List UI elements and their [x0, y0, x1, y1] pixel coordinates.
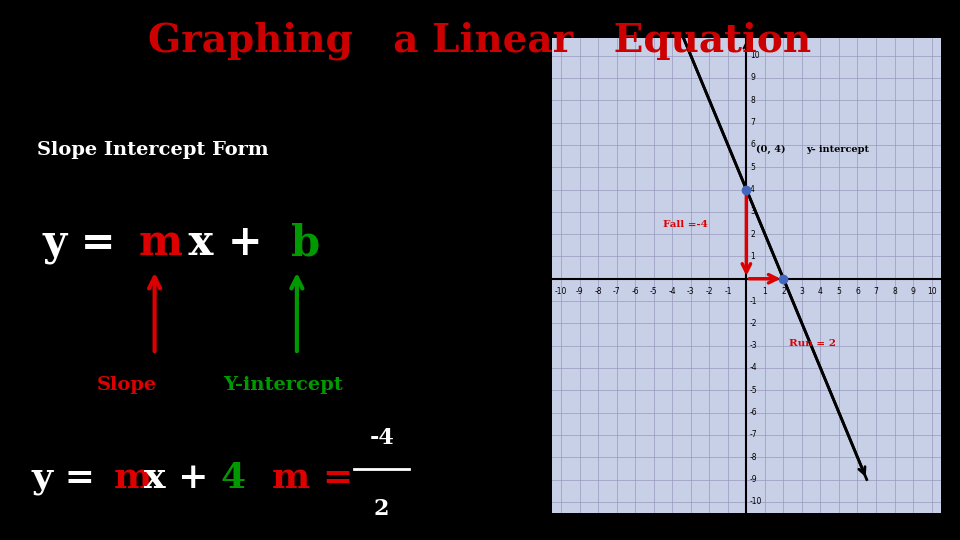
Text: m: m	[138, 222, 182, 264]
Text: 9: 9	[750, 73, 755, 83]
Text: -3: -3	[750, 341, 757, 350]
Text: x +: x +	[144, 461, 221, 495]
Text: -5: -5	[650, 287, 658, 295]
Text: y- intercept: y- intercept	[805, 145, 869, 153]
Text: 8: 8	[892, 287, 897, 295]
Text: -9: -9	[576, 287, 584, 295]
Text: -6: -6	[750, 408, 757, 417]
Text: 5: 5	[836, 287, 841, 295]
Text: Slope Intercept Form: Slope Intercept Form	[36, 141, 269, 159]
Text: -9: -9	[750, 475, 757, 484]
Text: 4: 4	[750, 185, 755, 194]
Text: y: y	[750, 28, 756, 38]
Text: Y-intercept: Y-intercept	[224, 376, 343, 394]
Text: -7: -7	[750, 430, 757, 440]
Text: Slope: Slope	[97, 376, 157, 394]
Text: 5: 5	[750, 163, 755, 172]
Text: 7: 7	[874, 287, 878, 295]
Text: -7: -7	[613, 287, 620, 295]
Text: -6: -6	[632, 287, 639, 295]
Text: Run = 2: Run = 2	[789, 339, 836, 348]
Text: -2: -2	[706, 287, 713, 295]
Text: 2: 2	[781, 287, 786, 295]
Text: -5: -5	[750, 386, 757, 395]
Text: b: b	[292, 222, 321, 264]
Text: 4: 4	[818, 287, 823, 295]
Text: 2: 2	[374, 498, 390, 520]
Text: -4: -4	[750, 363, 757, 373]
Text: 6: 6	[855, 287, 860, 295]
Text: x: x	[945, 266, 951, 276]
Text: 6: 6	[750, 140, 755, 150]
Text: -4: -4	[668, 287, 676, 295]
Text: y =: y =	[32, 461, 108, 495]
Text: -1: -1	[724, 287, 732, 295]
Text: 3: 3	[800, 287, 804, 295]
Text: 9: 9	[911, 287, 916, 295]
Text: 10: 10	[926, 287, 936, 295]
Text: (0, 4): (0, 4)	[756, 145, 785, 153]
Text: -2: -2	[750, 319, 757, 328]
Text: 4: 4	[220, 461, 246, 495]
Text: Fall =-4: Fall =-4	[663, 220, 708, 230]
Text: 1: 1	[750, 252, 755, 261]
Text: Graphing   a Linear   Equation: Graphing a Linear Equation	[149, 22, 811, 60]
Text: m =: m =	[273, 461, 366, 495]
Text: -4: -4	[370, 427, 394, 449]
Text: 10: 10	[750, 51, 759, 60]
Text: 1: 1	[762, 287, 767, 295]
Text: x +: x +	[174, 222, 276, 264]
Text: 8: 8	[750, 96, 755, 105]
Text: 3: 3	[750, 207, 755, 217]
Text: -10: -10	[750, 497, 762, 507]
Text: -8: -8	[750, 453, 757, 462]
Text: 7: 7	[750, 118, 755, 127]
Text: -1: -1	[750, 296, 757, 306]
Text: -3: -3	[687, 287, 695, 295]
Text: -8: -8	[594, 287, 602, 295]
Text: -10: -10	[555, 287, 567, 295]
Text: y =: y =	[42, 222, 131, 264]
Text: m: m	[113, 461, 152, 495]
Text: 2: 2	[750, 230, 755, 239]
